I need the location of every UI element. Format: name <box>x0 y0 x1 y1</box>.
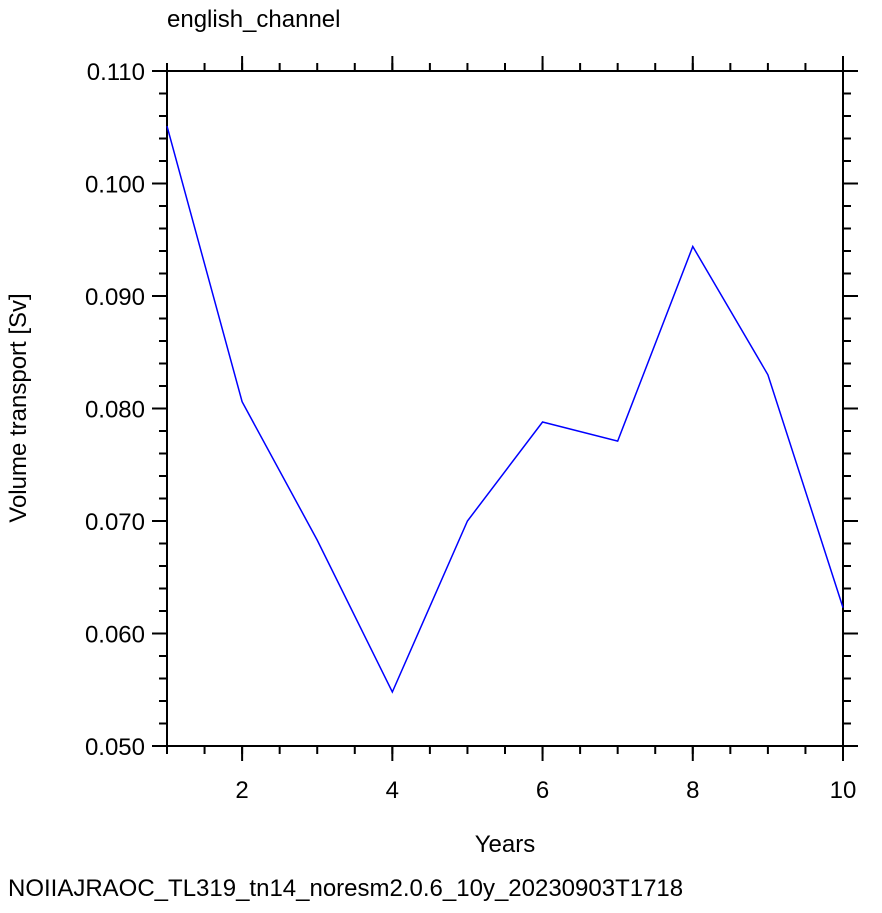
y-tick-label: 0.090 <box>85 284 145 311</box>
y-tick-label: 0.070 <box>85 509 145 536</box>
x-tick-label: 4 <box>386 777 399 804</box>
data-line <box>166 125 844 694</box>
chart-title: english_channel <box>167 6 340 33</box>
plot-frame <box>166 70 844 747</box>
y-axis-label: Volume transport [Sv] <box>5 293 32 522</box>
y-tick-label: 0.080 <box>85 397 145 424</box>
y-tick-label: 0.100 <box>85 172 145 199</box>
y-tick-label: 0.050 <box>85 734 145 761</box>
x-tick-label: 2 <box>235 777 248 804</box>
x-tick-label: 8 <box>686 777 699 804</box>
x-tick-label: 6 <box>536 777 549 804</box>
y-tick-label: 0.060 <box>85 622 145 649</box>
y-tick-label: 0.110 <box>87 59 145 86</box>
footer: NOIIAJRAOC_TL319_tn14_noresm2.0.6_10y_20… <box>8 875 683 902</box>
x-axis-label: Years <box>475 831 536 858</box>
x-tick-label: 10 <box>830 777 857 804</box>
